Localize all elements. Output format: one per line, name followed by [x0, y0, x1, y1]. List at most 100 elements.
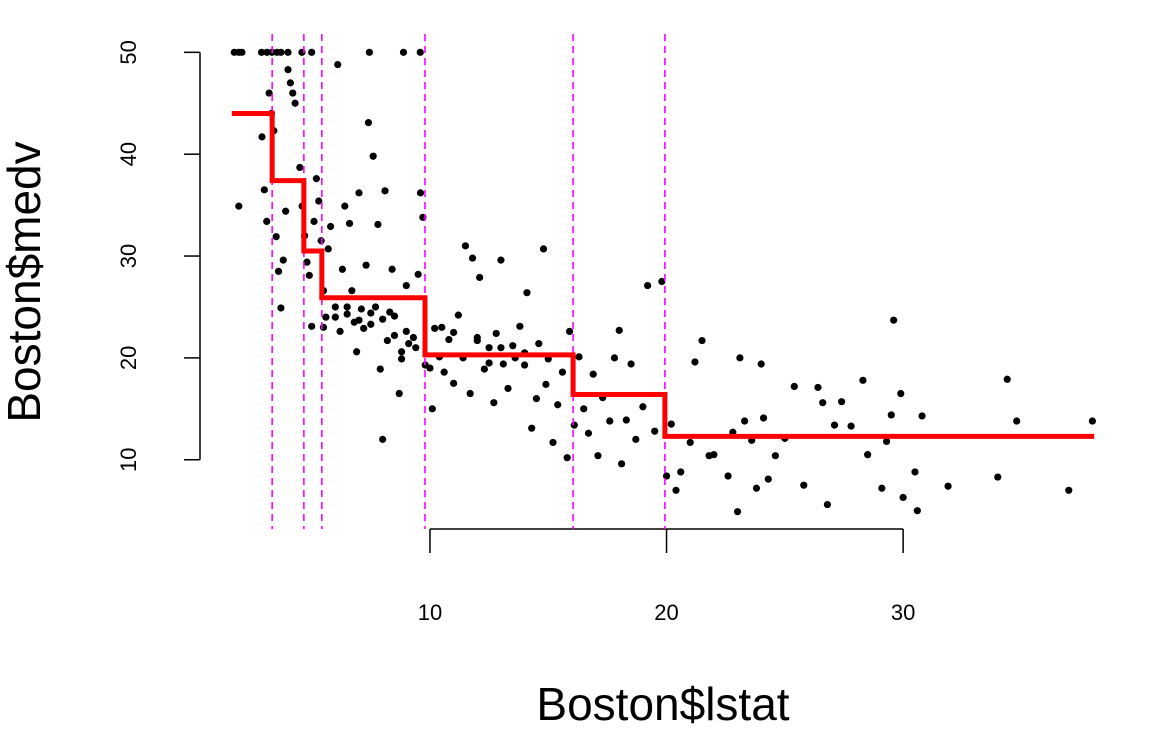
- point: [355, 189, 363, 197]
- point: [388, 265, 396, 273]
- y-tick-label: 20: [116, 346, 141, 370]
- point: [994, 473, 1002, 481]
- point: [535, 340, 543, 348]
- point: [558, 368, 567, 376]
- point: [289, 89, 297, 97]
- point: [890, 316, 898, 324]
- point: [397, 355, 406, 363]
- point: [341, 202, 349, 210]
- point: [639, 403, 647, 411]
- point: [563, 454, 571, 462]
- x-axis-label: Boston$lstat: [536, 678, 789, 729]
- point: [383, 336, 391, 345]
- point: [412, 344, 420, 352]
- point: [284, 66, 292, 74]
- point: [364, 119, 373, 127]
- point: [570, 421, 578, 429]
- point: [409, 333, 418, 342]
- point: [390, 331, 399, 340]
- point: [589, 370, 597, 378]
- point: [343, 310, 351, 318]
- point: [897, 389, 905, 398]
- point: [461, 242, 470, 250]
- point: [319, 323, 328, 331]
- point: [632, 435, 640, 443]
- point: [450, 379, 458, 387]
- point: [331, 313, 339, 321]
- point: [331, 303, 339, 311]
- x-tick-label: 10: [418, 600, 442, 625]
- point: [402, 327, 410, 336]
- point: [606, 417, 614, 425]
- point: [345, 219, 354, 228]
- point: [360, 324, 368, 332]
- point: [379, 315, 387, 323]
- point: [336, 327, 344, 336]
- point: [686, 438, 694, 447]
- point: [284, 48, 292, 56]
- point: [338, 265, 347, 273]
- point: [414, 270, 422, 278]
- point: [367, 320, 375, 328]
- point: [1065, 486, 1073, 494]
- point: [1088, 417, 1097, 425]
- point: [379, 435, 387, 443]
- point: [658, 277, 666, 286]
- point: [509, 342, 517, 350]
- point: [672, 486, 680, 494]
- point: [644, 281, 652, 290]
- point: [864, 451, 872, 459]
- point: [554, 401, 562, 409]
- point: [539, 245, 548, 253]
- point: [395, 389, 403, 398]
- point: [277, 48, 285, 56]
- point: [691, 358, 699, 366]
- point: [627, 360, 635, 368]
- point: [296, 163, 304, 172]
- y-tick-label: 30: [116, 244, 141, 268]
- point: [369, 152, 377, 160]
- point: [584, 429, 593, 437]
- point: [698, 336, 706, 345]
- point: [532, 395, 541, 403]
- point: [878, 484, 886, 492]
- point: [367, 309, 375, 317]
- point: [752, 484, 761, 492]
- y-tick-label: 40: [116, 142, 141, 166]
- point: [741, 417, 749, 425]
- point: [790, 382, 798, 391]
- point: [575, 353, 583, 361]
- point: [710, 451, 718, 459]
- point: [819, 399, 827, 407]
- point: [823, 500, 832, 509]
- point: [440, 368, 448, 376]
- point: [523, 289, 531, 297]
- point: [357, 305, 365, 313]
- point: [610, 354, 619, 362]
- point: [450, 328, 458, 337]
- point: [520, 361, 529, 369]
- point: [308, 48, 316, 56]
- point: [279, 256, 287, 264]
- point: [235, 202, 243, 210]
- point: [454, 311, 462, 319]
- point: [343, 303, 351, 311]
- point: [308, 322, 316, 330]
- point: [516, 322, 524, 330]
- point: [492, 329, 500, 338]
- point: [263, 48, 271, 56]
- point: [376, 365, 384, 373]
- point: [305, 271, 313, 279]
- point: [497, 344, 505, 352]
- point: [416, 189, 425, 197]
- point: [764, 475, 772, 483]
- point: [260, 186, 268, 194]
- point: [771, 452, 779, 460]
- point: [667, 420, 675, 428]
- x-tick-label: 30: [891, 600, 915, 625]
- point: [272, 233, 280, 241]
- point: [438, 323, 446, 331]
- point: [485, 359, 493, 367]
- point: [490, 399, 498, 407]
